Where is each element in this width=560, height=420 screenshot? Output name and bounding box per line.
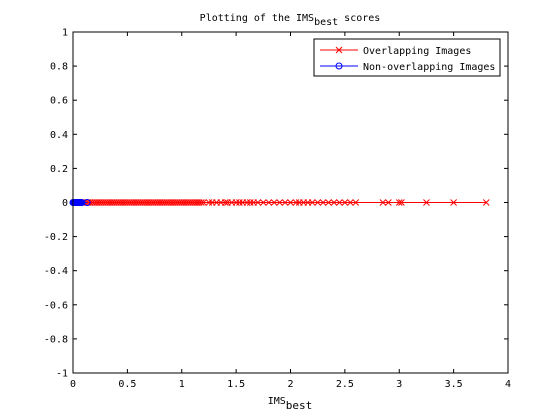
x-tick-label: 4 bbox=[505, 379, 511, 390]
data-point bbox=[352, 199, 360, 206]
legend-label-overlapping: Overlapping Images bbox=[363, 46, 471, 57]
data-point bbox=[379, 199, 387, 206]
data-point bbox=[221, 199, 229, 206]
data-point bbox=[259, 199, 267, 206]
data-point bbox=[319, 199, 327, 206]
data-point bbox=[482, 199, 490, 206]
data-point bbox=[336, 199, 343, 206]
data-point bbox=[341, 199, 349, 206]
x-tick-label: 0 bbox=[70, 379, 76, 390]
data-point bbox=[423, 199, 430, 206]
data-point bbox=[314, 199, 322, 206]
y-tick-label: -0.8 bbox=[44, 334, 68, 345]
data-point bbox=[78, 199, 86, 206]
x-axis-ticks: 0 0.5 1 1.5 2 2.5 3 3.5 4 bbox=[70, 32, 511, 390]
data-point bbox=[232, 199, 240, 206]
legend-marker-overlapping bbox=[335, 46, 343, 54]
y-tick-label: 0.6 bbox=[50, 96, 68, 107]
x-axis-label: IMSbest bbox=[268, 396, 313, 412]
y-tick-label: 0.2 bbox=[50, 164, 68, 175]
x-tick-label: 2 bbox=[287, 379, 293, 390]
y-tick-label: -0.4 bbox=[44, 266, 68, 277]
data-point bbox=[200, 199, 207, 206]
data-point bbox=[205, 199, 213, 206]
data-point bbox=[292, 199, 300, 206]
data-point bbox=[385, 199, 392, 206]
y-tick-label: 1 bbox=[62, 28, 68, 39]
x-tick-label: 1.5 bbox=[227, 379, 245, 390]
data-point bbox=[398, 199, 405, 206]
data-point bbox=[287, 199, 294, 206]
y-tick-label: 0.8 bbox=[50, 62, 68, 73]
legend-marker-nonoverlapping bbox=[335, 62, 343, 70]
data-point bbox=[330, 199, 338, 206]
data-point bbox=[270, 199, 278, 206]
x-tick-label: 0.5 bbox=[118, 379, 136, 390]
plot-frame bbox=[72, 31, 509, 374]
data-point bbox=[395, 199, 403, 206]
x-tick-label: 1 bbox=[179, 379, 185, 390]
data-point bbox=[308, 199, 316, 206]
data-point bbox=[197, 199, 205, 206]
x-tick-label: 2.5 bbox=[336, 379, 354, 390]
data-point bbox=[254, 199, 262, 206]
y-tick-label: -0.6 bbox=[44, 300, 68, 311]
y-tick-label: -0.2 bbox=[44, 232, 68, 243]
legend-box bbox=[313, 38, 501, 77]
legend: Overlapping Images Non-overlapping Image… bbox=[313, 38, 501, 77]
data-point bbox=[281, 199, 289, 206]
data-point bbox=[265, 199, 273, 206]
y-tick-label: 0.4 bbox=[50, 130, 68, 141]
y-tick-label: -1 bbox=[56, 369, 68, 380]
data-point bbox=[246, 199, 254, 206]
data-point bbox=[83, 199, 91, 206]
chart-title: Plotting of the IMSbest scores bbox=[200, 13, 381, 28]
y-tick-label: 0 bbox=[62, 198, 68, 209]
plot-series bbox=[69, 199, 490, 206]
data-point bbox=[236, 199, 243, 206]
x-tick-label: 3 bbox=[396, 379, 402, 390]
data-point bbox=[346, 199, 354, 206]
legend-label-nonoverlapping: Non-overlapping Images bbox=[363, 62, 495, 73]
data-point bbox=[450, 199, 457, 206]
x-tick-label: 3.5 bbox=[445, 379, 463, 390]
data-point bbox=[276, 199, 283, 206]
data-point bbox=[325, 199, 332, 206]
data-point bbox=[243, 199, 251, 206]
